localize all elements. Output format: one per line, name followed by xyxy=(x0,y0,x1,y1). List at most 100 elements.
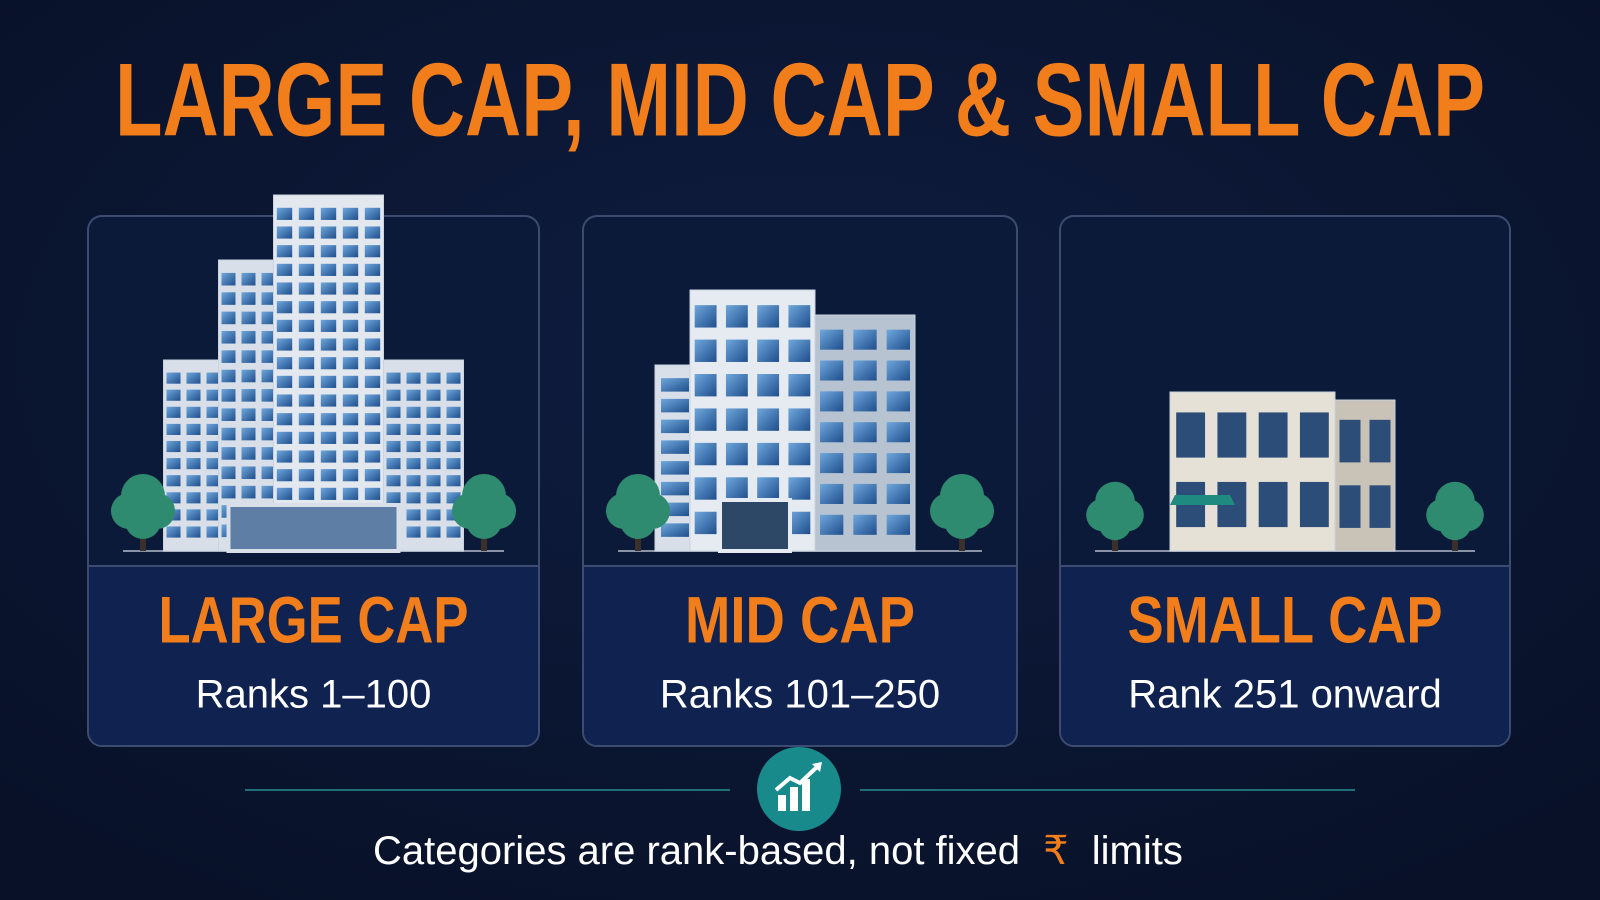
window xyxy=(694,305,717,328)
window xyxy=(820,422,844,443)
window xyxy=(261,330,276,344)
window xyxy=(364,357,381,370)
tree-leaves xyxy=(125,503,161,539)
window xyxy=(221,311,236,325)
window xyxy=(298,263,315,276)
window xyxy=(694,374,717,397)
window xyxy=(241,311,256,325)
window xyxy=(886,453,910,474)
window xyxy=(206,440,221,453)
window xyxy=(276,319,293,332)
window xyxy=(788,374,811,397)
window xyxy=(386,492,401,504)
window xyxy=(446,372,461,384)
window xyxy=(426,509,441,521)
window xyxy=(820,360,844,381)
window xyxy=(853,360,877,381)
window xyxy=(320,413,337,426)
window xyxy=(261,408,276,421)
window xyxy=(725,339,748,362)
card-footer xyxy=(89,566,538,745)
window xyxy=(186,406,201,418)
window xyxy=(206,389,221,401)
window xyxy=(364,431,381,444)
window xyxy=(241,272,256,286)
window xyxy=(661,419,689,434)
window xyxy=(298,413,315,426)
window xyxy=(725,408,748,431)
window xyxy=(221,330,236,344)
window xyxy=(342,431,359,444)
window xyxy=(298,431,315,444)
window xyxy=(386,389,401,401)
window xyxy=(1339,419,1361,463)
window xyxy=(320,338,337,351)
window xyxy=(788,511,811,535)
window xyxy=(276,301,293,314)
window xyxy=(757,339,780,362)
window xyxy=(788,477,811,500)
window xyxy=(298,226,315,239)
window xyxy=(661,398,689,413)
window xyxy=(206,526,221,538)
window xyxy=(886,483,910,504)
window xyxy=(446,526,461,538)
window xyxy=(186,372,201,384)
window xyxy=(1369,485,1391,528)
entrance xyxy=(226,503,401,553)
window xyxy=(298,357,315,370)
window xyxy=(320,207,337,220)
window xyxy=(206,406,221,418)
window xyxy=(1299,481,1329,528)
window xyxy=(320,301,337,314)
window xyxy=(298,319,315,332)
window xyxy=(406,475,421,487)
window xyxy=(853,514,877,535)
chart-icon xyxy=(757,747,841,831)
window xyxy=(241,330,256,344)
window xyxy=(820,391,844,412)
tree-leaves xyxy=(620,503,656,539)
window xyxy=(364,245,381,258)
window xyxy=(320,431,337,444)
window xyxy=(261,292,276,305)
window xyxy=(276,413,293,426)
window xyxy=(261,485,276,499)
window xyxy=(853,453,877,474)
window xyxy=(426,492,441,504)
footer-before: Categories are rank-based, not fixed xyxy=(373,829,1020,873)
window xyxy=(298,338,315,351)
window xyxy=(386,406,401,418)
window xyxy=(241,369,256,383)
card-range: Ranks 101–250 xyxy=(660,673,940,717)
window xyxy=(1369,419,1391,463)
window xyxy=(757,305,780,328)
window xyxy=(276,394,293,407)
window xyxy=(241,389,256,402)
window xyxy=(820,483,844,504)
window xyxy=(426,389,441,401)
window xyxy=(661,440,689,454)
window xyxy=(426,458,441,470)
window xyxy=(221,369,236,383)
window xyxy=(166,492,181,504)
window xyxy=(342,375,359,388)
window xyxy=(342,319,359,332)
window xyxy=(320,226,337,239)
window xyxy=(406,423,421,435)
window xyxy=(757,442,780,466)
window xyxy=(221,485,236,499)
window xyxy=(276,431,293,444)
window xyxy=(241,427,256,441)
window xyxy=(276,226,293,239)
window xyxy=(364,226,381,239)
card-label: LARGE CAP xyxy=(159,582,469,656)
window xyxy=(820,329,844,350)
window xyxy=(221,447,236,460)
window xyxy=(342,394,359,407)
awning xyxy=(1170,495,1235,505)
window xyxy=(886,391,910,412)
window xyxy=(342,450,359,463)
window xyxy=(221,408,236,421)
